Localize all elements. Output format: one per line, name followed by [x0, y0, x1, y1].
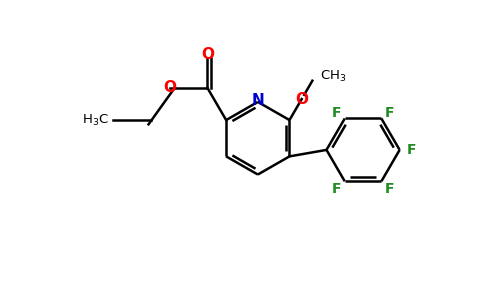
Text: F: F: [332, 106, 342, 120]
Text: N: N: [252, 93, 264, 108]
Text: F: F: [332, 182, 342, 196]
Text: O: O: [163, 80, 176, 95]
Text: F: F: [384, 182, 394, 196]
Text: F: F: [407, 143, 416, 157]
Text: O: O: [201, 46, 214, 62]
Text: F: F: [384, 106, 394, 120]
Text: O: O: [295, 92, 308, 106]
Text: CH$_3$: CH$_3$: [320, 69, 346, 84]
Text: H$_3$C: H$_3$C: [82, 112, 108, 128]
